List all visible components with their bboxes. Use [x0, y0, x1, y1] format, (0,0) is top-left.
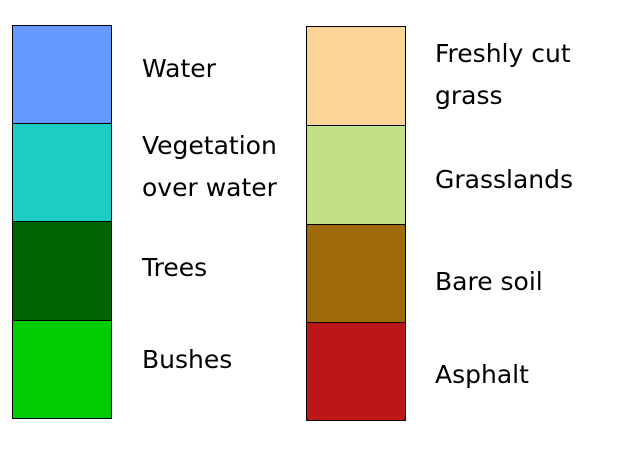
swatch-asphalt	[306, 322, 406, 421]
label-bushes: Bushes	[142, 345, 233, 374]
label-asphalt: Asphalt	[435, 360, 529, 389]
label-grasslands: Grasslands	[435, 165, 574, 194]
label-freshly-cut-grass: Freshly cut grass	[435, 33, 571, 117]
swatch-grasslands	[306, 125, 406, 225]
swatch-freshly-cut-grass	[306, 26, 406, 126]
swatch-trees	[12, 221, 112, 321]
swatch-bare-soil	[306, 224, 406, 323]
label-trees: Trees	[142, 253, 208, 282]
label-vegetation-over-water: Vegetation over water	[142, 125, 277, 209]
label-line: over water	[142, 173, 277, 202]
label-bare-soil: Bare soil	[435, 267, 543, 296]
label-line: Vegetation	[142, 131, 277, 160]
swatch-vegetation-over-water	[12, 123, 112, 222]
label-water: Water	[142, 54, 216, 83]
swatch-bushes	[12, 320, 112, 419]
label-line: grass	[435, 81, 503, 110]
label-line: Freshly cut	[435, 39, 571, 68]
swatch-water	[12, 25, 112, 124]
